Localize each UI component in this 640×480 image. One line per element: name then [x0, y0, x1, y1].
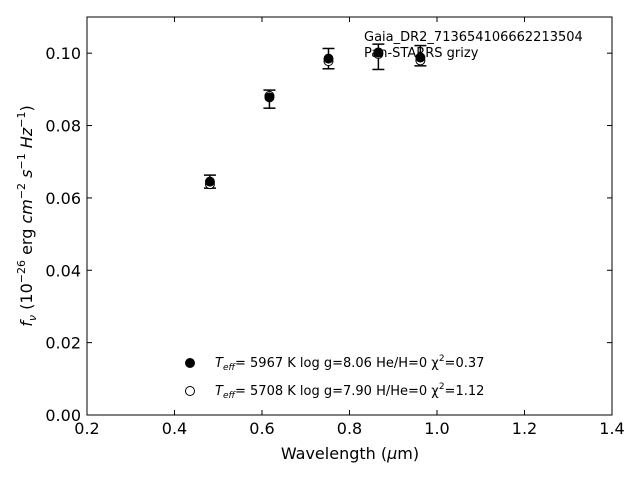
- legend-marker-open: [185, 386, 195, 396]
- legend-marker-filled: [185, 358, 195, 368]
- legend-entry-1: Teff= 5967 K log g=8.06 He/H=0 χ2=0.37: [185, 354, 484, 373]
- annotation-survey: Pan-STARRS grizy: [364, 46, 479, 61]
- x-tick-label-5: 1.2: [512, 419, 537, 438]
- y-tick-label-0: 0.00: [45, 406, 81, 425]
- x-tick-label-0: 0.2: [74, 419, 99, 438]
- point-filled-1: [264, 92, 275, 103]
- y-tick-label-2: 0.04: [45, 261, 81, 280]
- legend-entry-2: Teff= 5708 K log g=7.90 H/He=0 χ2=1.12: [185, 382, 484, 401]
- point-filled-0: [204, 176, 215, 187]
- point-filled-4: [415, 52, 426, 63]
- y-tick-label-5: 0.10: [45, 44, 81, 63]
- y-axis: 0.00 0.02 0.04 0.06 0.08 0.10: [45, 44, 612, 425]
- legend-label-1: Teff= 5967 K log g=8.06 He/H=0 χ2=0.37: [215, 354, 484, 373]
- y-tick-label-3: 0.06: [45, 189, 81, 208]
- x-tick-label-3: 0.8: [337, 419, 362, 438]
- y-tick-label-1: 0.02: [45, 334, 81, 353]
- x-tick-label-2: 0.6: [249, 419, 274, 438]
- x-tick-label-6: 1.4: [599, 419, 624, 438]
- x-tick-label-1: 0.4: [162, 419, 187, 438]
- point-filled-2: [323, 53, 334, 64]
- error-bars: [203, 43, 427, 189]
- point-filled-3: [373, 47, 384, 58]
- legend-label-2: Teff= 5708 K log g=7.90 H/He=0 χ2=1.12: [215, 382, 484, 401]
- legend: Teff= 5967 K log g=8.06 He/H=0 χ2=0.37 T…: [185, 354, 484, 401]
- x-tick-label-4: 1.0: [424, 419, 449, 438]
- annotation-object-id: Gaia_DR2_713654106662213504: [364, 30, 583, 45]
- x-axis-label: Wavelength (μm): [281, 444, 419, 463]
- x-axis: 0.2 0.4 0.6 0.8 1.0 1.2 1.4: [74, 17, 625, 438]
- y-tick-label-4: 0.08: [45, 117, 81, 136]
- y-axis-label: fν (10−26 erg cm−2 s−1 Hz−1): [15, 105, 39, 326]
- data-markers: [204, 47, 426, 190]
